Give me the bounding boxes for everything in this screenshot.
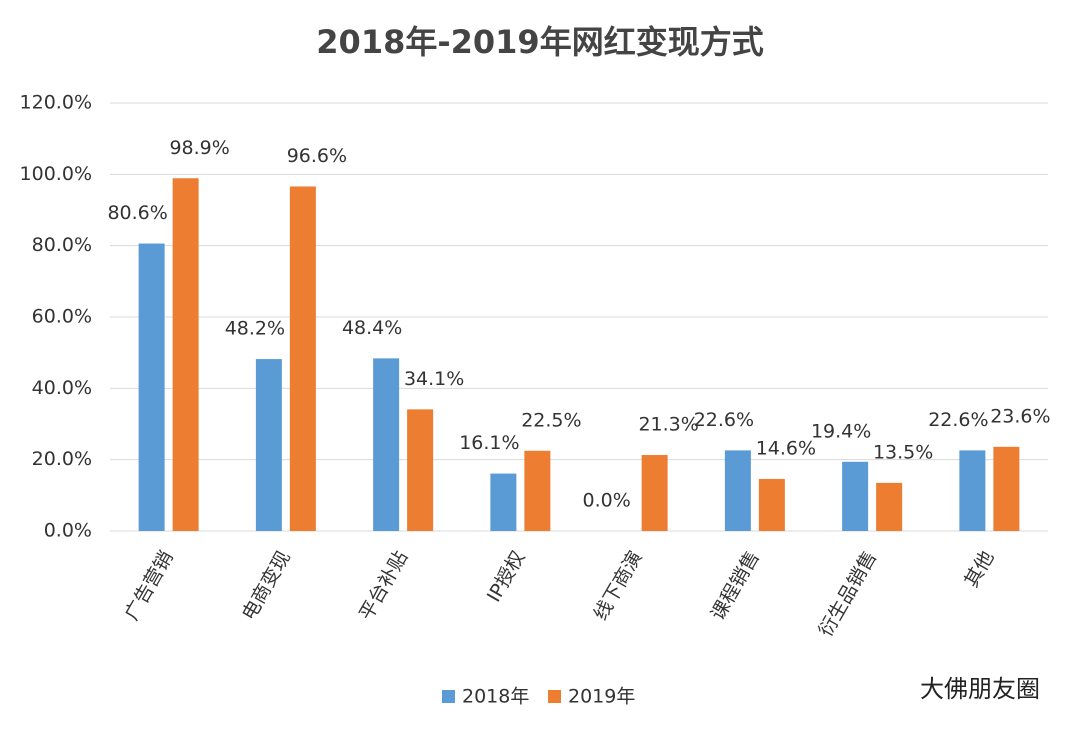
value-label: 34.1%	[404, 368, 464, 390]
value-label: 0.0%	[582, 490, 630, 512]
value-label: 16.1%	[459, 432, 519, 454]
legend-label: 2018年	[462, 686, 529, 708]
bar	[959, 450, 986, 531]
y-tick-label: 120.0%	[20, 92, 92, 114]
value-label: 22.6%	[928, 409, 988, 431]
bar	[641, 455, 668, 531]
bar	[138, 243, 165, 531]
bar	[993, 446, 1020, 531]
bar	[373, 358, 400, 531]
bar	[490, 473, 517, 531]
legend-label: 2019年	[568, 686, 635, 708]
bar	[724, 450, 751, 531]
value-label: 48.4%	[342, 317, 402, 339]
chart-title: 2018年-2019年网红变现方式	[316, 23, 763, 61]
legend-swatch	[442, 690, 455, 703]
bar	[842, 461, 869, 531]
value-label: 14.6%	[756, 437, 816, 459]
watermark: 大佛朋友圈	[920, 675, 1040, 703]
y-tick-label: 0.0%	[44, 520, 92, 542]
y-tick-label: 80.0%	[32, 234, 92, 256]
value-label: 23.6%	[990, 405, 1050, 427]
y-tick-label: 20.0%	[32, 448, 92, 470]
value-label: 48.2%	[225, 318, 285, 340]
y-tick-label: 40.0%	[32, 377, 92, 399]
y-tick-label: 100.0%	[20, 163, 92, 185]
value-label: 21.3%	[638, 414, 698, 436]
value-label: 98.9%	[169, 137, 229, 159]
bar	[758, 478, 785, 531]
bar	[407, 409, 434, 531]
value-label: 19.4%	[811, 420, 871, 442]
value-label: 80.6%	[107, 202, 167, 224]
bar	[255, 359, 282, 531]
value-label: 96.6%	[287, 145, 347, 167]
y-tick-label: 60.0%	[32, 306, 92, 328]
bar	[524, 450, 551, 531]
value-label: 13.5%	[873, 441, 933, 463]
bar	[172, 178, 199, 532]
bar	[289, 186, 316, 531]
value-label: 22.6%	[694, 409, 754, 431]
value-label: 22.5%	[521, 409, 581, 431]
bar	[876, 482, 903, 531]
legend-swatch	[548, 690, 561, 703]
